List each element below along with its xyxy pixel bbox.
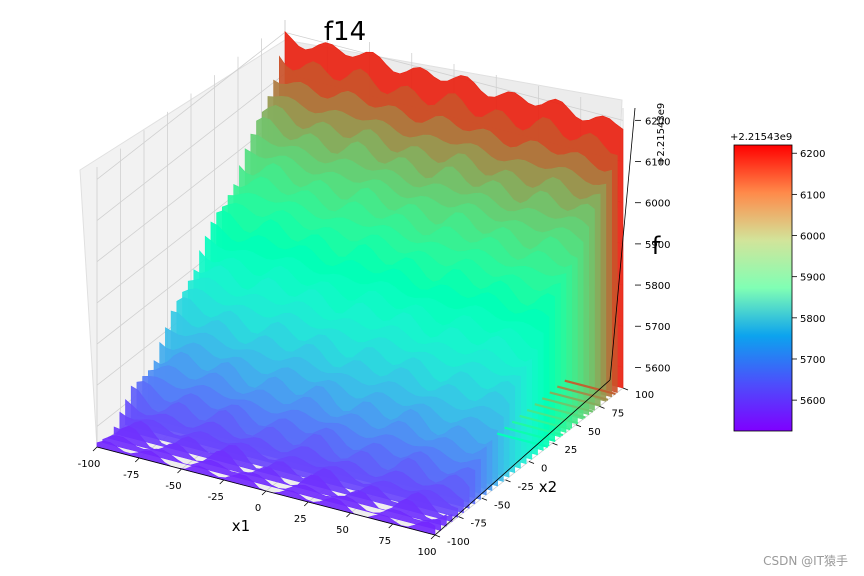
y-axis-label: x2 xyxy=(539,478,557,496)
x-tick-label: 75 xyxy=(378,536,391,547)
chart-title: f14 xyxy=(324,17,366,47)
colorbar-tick-label: 5900 xyxy=(800,273,825,284)
contour-stripe xyxy=(511,420,564,437)
y-tick-label: -100 xyxy=(447,537,470,548)
y-tick-label: 25 xyxy=(565,445,578,456)
y-tick-label: 75 xyxy=(612,408,625,419)
colorbar-tick-label: 6000 xyxy=(800,232,825,243)
contour-stripe xyxy=(496,432,549,448)
colorbar-tick-label: 5800 xyxy=(800,314,825,325)
y-tick-label: -25 xyxy=(518,482,534,493)
colorbar-ticks: 5600 5700 5800 5900 6000 6100 6200 xyxy=(792,149,825,407)
contour-stripe xyxy=(504,426,556,442)
contour-stripe xyxy=(541,397,594,413)
x-tick-label: -25 xyxy=(208,492,224,503)
y-tick-label: 50 xyxy=(588,427,601,438)
contour-stripe xyxy=(534,403,586,419)
z-tick-label: 5600 xyxy=(645,363,670,374)
x-tick-label: -75 xyxy=(123,470,139,481)
x-tick-label: -50 xyxy=(165,481,181,492)
colorbar-tick-label: 5700 xyxy=(800,355,825,366)
surface-plot xyxy=(96,30,624,536)
x-axis-label: x1 xyxy=(232,517,250,535)
surface-ridge xyxy=(108,425,447,527)
y-tick-label: 100 xyxy=(635,390,654,401)
y-tick-label: -50 xyxy=(494,500,510,511)
colorbar: 5600 5700 5800 5900 6000 6100 6200 +2.21543e9 xyxy=(730,132,825,432)
x-tick-label: 50 xyxy=(336,525,349,536)
colorbar-bar xyxy=(733,144,793,432)
z-offset-label: +2.21543e9 xyxy=(656,103,667,165)
y-tick-label: -75 xyxy=(471,519,487,530)
z-tick-label: 6200 xyxy=(645,116,670,127)
x-tick-label: 100 xyxy=(417,547,436,558)
colorbar-tick-label: 6100 xyxy=(800,190,825,201)
contour-stripe xyxy=(526,409,579,425)
z-axis-label: f xyxy=(652,232,661,260)
axes: -100-75-50-250255075100-100-75-50-250255… xyxy=(78,107,670,558)
z-tick-label: 5900 xyxy=(645,240,670,251)
z-tick-label: 6100 xyxy=(645,158,670,169)
colorbar-tick-label: 5600 xyxy=(800,396,825,407)
contour-stripe xyxy=(564,379,616,395)
colorbar-offset-label: +2.21543e9 xyxy=(730,132,792,143)
x-tick-label: -100 xyxy=(78,459,101,470)
watermark: CSDN @IT猿手 xyxy=(763,553,848,568)
x-tick-label: 25 xyxy=(294,514,307,525)
surface-ridge xyxy=(102,435,442,531)
z-tick-label: 5800 xyxy=(645,281,670,292)
colorbar-tick-label: 6200 xyxy=(800,149,825,160)
z-tick-label: 5700 xyxy=(645,322,670,333)
x-tick-label: 0 xyxy=(255,503,261,514)
contour-stripe xyxy=(549,391,601,407)
contour-stripe xyxy=(519,414,571,431)
contour-stripe xyxy=(556,385,609,401)
z-tick-label: 6000 xyxy=(645,199,670,210)
y-tick-label: 0 xyxy=(541,464,547,475)
